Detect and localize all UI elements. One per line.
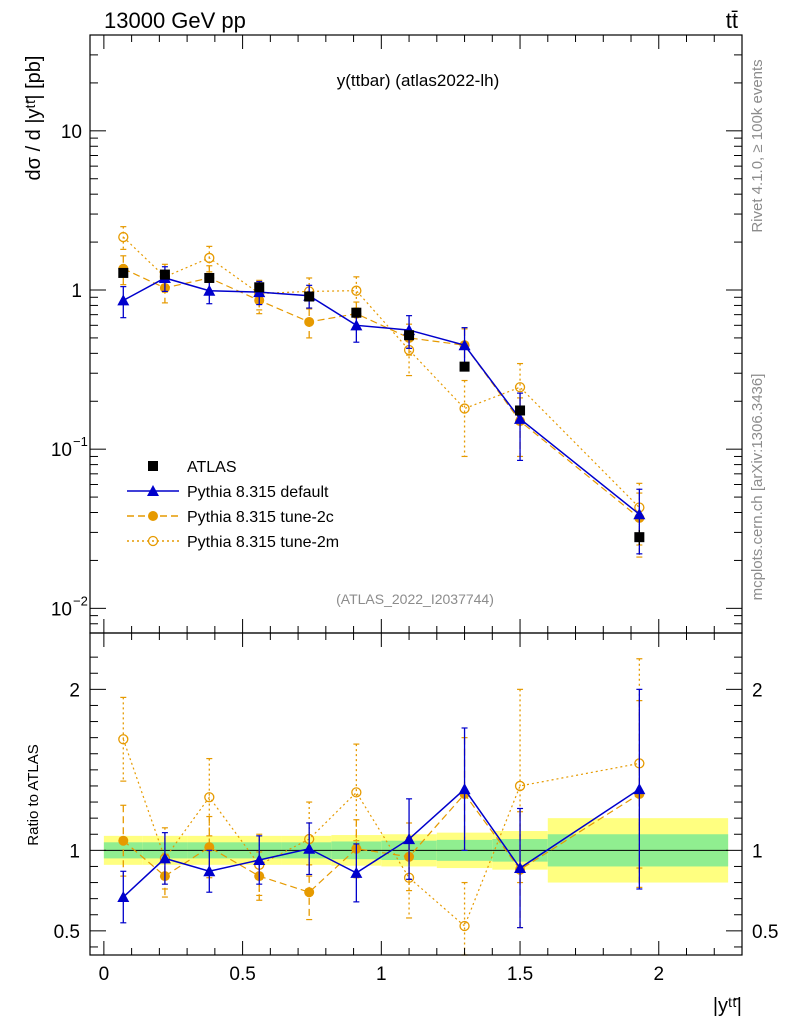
y-tick-label: 10 — [61, 122, 82, 143]
ratio-point-default-3 — [253, 854, 266, 866]
y-tick-label: 10 — [51, 440, 72, 461]
legend-item-default: Pythia 8.315 default — [127, 484, 329, 501]
ratio-point-default-7 — [458, 783, 471, 795]
legend: ATLAS Pythia 8.315 default Pythia 8.315 tu… — [127, 459, 339, 551]
point-data-6 — [404, 330, 415, 341]
ratio-frame — [89, 632, 743, 956]
ratio-point-tune2m-8 — [514, 780, 526, 792]
y-tick-exponent: −2 — [73, 593, 88, 608]
rivet-version-label: Rivet 4.1.0, ≥ 100k events — [749, 59, 766, 232]
ratio-point-tune2m-2 — [204, 792, 215, 803]
legend-label-tune2c: Pythia 8.315 tune-2c — [187, 509, 334, 526]
point-data-1 — [159, 269, 170, 280]
ratio-point-tune2m-0 — [118, 734, 129, 745]
point-tune2m-0 — [118, 231, 129, 243]
energy-label: 13000 GeV pp — [104, 8, 246, 33]
ratio-tick-label: 2 — [69, 680, 80, 701]
ratio-series-layer — [117, 658, 646, 956]
legend-label-default: Pythia 8.315 default — [187, 484, 329, 501]
point-tune2c-4 — [304, 316, 315, 327]
point-default-7 — [458, 339, 471, 351]
legend-marker-tune2m — [147, 535, 159, 547]
point-data-8 — [515, 405, 526, 416]
series-line-default — [122, 277, 640, 515]
ratio-tick-label: 1 — [69, 841, 80, 862]
ratio-point-tune2m-5 — [351, 787, 362, 798]
ratio-point-default-9 — [633, 783, 646, 795]
ratio-tick-label: 0.5 — [54, 922, 80, 943]
legend-item-data: ATLAS — [148, 459, 237, 476]
point-data-3 — [254, 282, 265, 293]
y-tick-label: 10 — [51, 599, 72, 620]
ratio-point-default-8 — [514, 862, 527, 874]
legend-label-data: ATLAS — [187, 459, 237, 476]
point-data-5 — [351, 307, 362, 318]
legend-item-tune2c: Pythia 8.315 tune-2c — [127, 509, 334, 526]
series-data — [118, 267, 645, 546]
ratio-point-default-4 — [303, 842, 316, 854]
point-tune2m-2 — [204, 252, 215, 264]
point-data-0 — [118, 267, 129, 278]
point-tune2m-5 — [351, 285, 362, 296]
series-line-tune2m — [122, 236, 640, 508]
ratio-line-tune2c — [122, 793, 640, 893]
process-label: tt̄ — [726, 8, 738, 33]
y-axis-title: dσ / d |yᵗᵗ̄| [pb] — [23, 56, 45, 181]
x-tick-label: 1.5 — [507, 964, 533, 985]
chart-title: y(ttbar) (atlas2022-lh) — [337, 71, 500, 90]
y-tick-label: 1 — [71, 281, 82, 302]
legend-label-tune2m: Pythia 8.315 tune-2m — [187, 534, 339, 551]
legend-marker-default — [147, 485, 159, 496]
x-tick-label: 0.5 — [229, 964, 255, 985]
ratio-point-tune2c-2 — [204, 842, 215, 853]
analysis-id: (ATLAS_2022_I2037744) — [336, 591, 494, 607]
ratio-point-default-5 — [350, 866, 363, 878]
ratio-point-tune2c-0 — [118, 835, 129, 846]
ratio-tick-label-right: 1 — [752, 841, 763, 862]
point-data-4 — [304, 291, 315, 302]
x-tick-label: 0 — [99, 964, 110, 985]
legend-marker-tune2c — [148, 511, 158, 521]
legend-marker-data — [148, 461, 158, 471]
point-tune2m-8 — [514, 382, 526, 393]
ratio-line-tune2m — [122, 739, 640, 928]
point-data-7 — [459, 361, 470, 372]
legend-item-tune2m: Pythia 8.315 tune-2m — [127, 534, 339, 551]
ratio-series-default — [117, 688, 646, 929]
point-default-9 — [633, 508, 646, 520]
series-line-tune2c — [123, 268, 640, 519]
ratio-tick-label-right: 2 — [752, 680, 763, 701]
mcplots-label: mcplots.cern.ch [arXiv:1306.3436] — [749, 374, 766, 601]
y-tick-exponent: −1 — [73, 434, 88, 449]
ratio-point-tune2c-4 — [304, 887, 315, 898]
x-tick-label: 2 — [653, 964, 664, 985]
ratio-point-default-6 — [403, 833, 416, 845]
point-data-2 — [204, 272, 215, 283]
ratio-line-default — [122, 788, 640, 898]
point-default-0 — [117, 294, 130, 306]
ratio-point-default-0 — [117, 891, 130, 903]
point-default-5 — [350, 319, 363, 331]
ratio-y-axis-title: Ratio to ATLAS — [25, 744, 42, 845]
ratio-tick-label-right: 0.5 — [752, 922, 778, 943]
ratio-series-tune2m — [118, 658, 645, 956]
point-default-8 — [514, 412, 527, 424]
x-tick-label: 1 — [376, 964, 387, 985]
point-tune2m-7 — [459, 403, 470, 414]
series-layer — [117, 226, 646, 558]
ratio-point-default-2 — [203, 865, 216, 877]
point-data-9 — [634, 532, 645, 543]
ratio-point-default-1 — [158, 852, 171, 864]
ratio-point-tune2m-7 — [459, 920, 470, 932]
x-axis-title: |yᵗᵗ̄| — [713, 995, 742, 1017]
point-default-2 — [203, 284, 216, 296]
